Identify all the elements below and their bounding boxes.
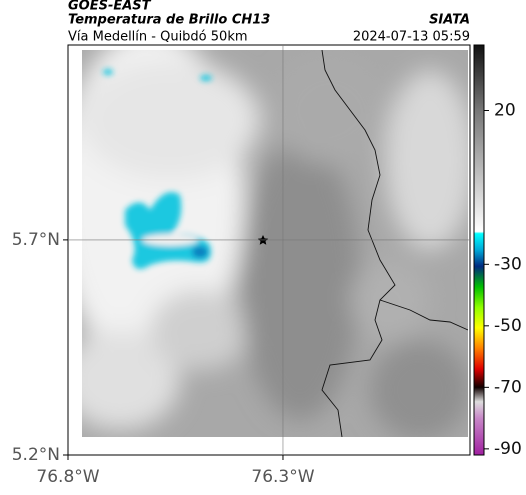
map-frame <box>67 44 471 456</box>
colorbar <box>473 44 485 456</box>
title: GOES-EAST <box>68 0 152 14</box>
lon-tick-label: 76.3°W <box>251 467 314 487</box>
colorbar-tick-label: -50 <box>494 316 522 336</box>
colorbar-tick-label: -90 <box>494 439 522 459</box>
subtitle: Temperatura de Brillo CH13 <box>68 13 270 28</box>
colorbar-tick-label: 20 <box>494 101 516 121</box>
credit: SIATA <box>429 13 470 28</box>
lat-tick-label: 5.7°N <box>12 230 60 250</box>
lon-tick-label: 76.8°W <box>36 467 99 487</box>
satellite-image <box>82 50 468 437</box>
colorbar-tick-label: -70 <box>494 377 522 397</box>
colorbar-tick-label: -30 <box>494 254 522 274</box>
timestamp: 2024-07-13 05:59 <box>353 30 470 45</box>
route: Vía Medellín - Quibdó 50km <box>68 30 248 45</box>
border <box>321 50 468 437</box>
lat-tick-label: 5.2°N <box>12 445 60 465</box>
